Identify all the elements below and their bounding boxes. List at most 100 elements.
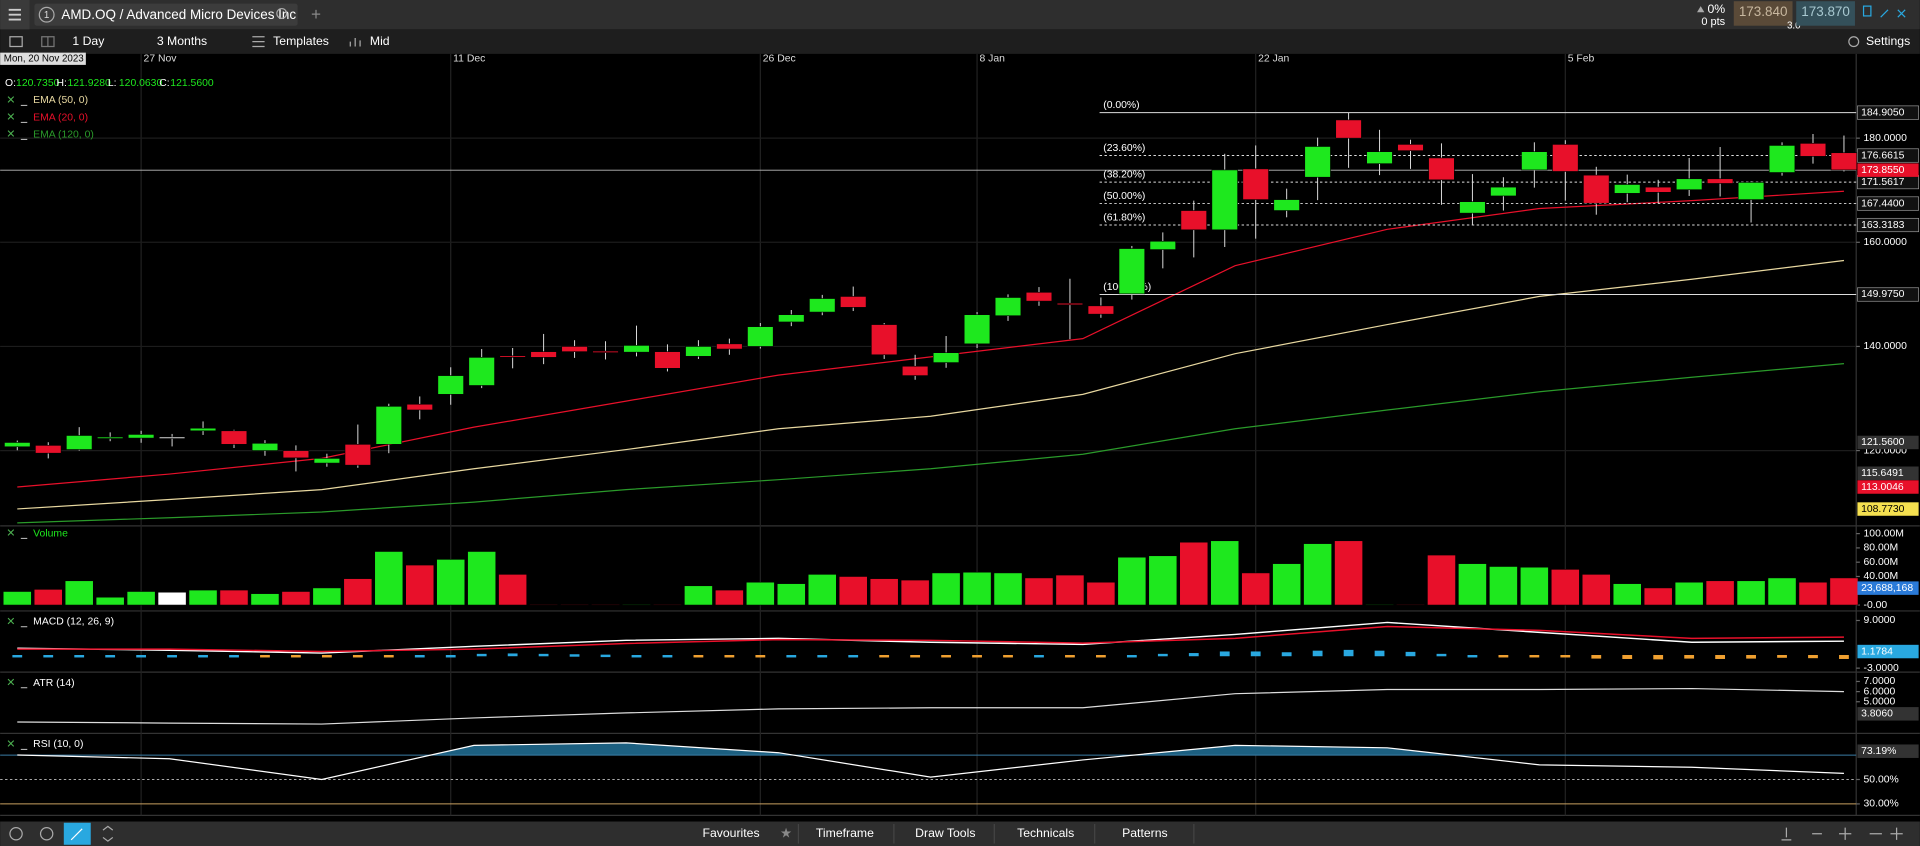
ohlc-label: L:: [108, 78, 117, 89]
add-tab[interactable]: +: [311, 4, 321, 24]
legend-hide: _: [20, 94, 28, 106]
volume-bar: [993, 572, 1023, 606]
volume-bar: [219, 589, 249, 606]
candle-body: [654, 351, 681, 369]
fib-value-label: 171.5617: [1861, 177, 1905, 188]
macd-histogram: [1560, 655, 1571, 658]
volume-bar: [1612, 583, 1642, 606]
macd-histogram: [321, 655, 332, 658]
candle-body: [1056, 302, 1084, 306]
price-marker: [1857, 163, 1919, 177]
price-marker-label: 121.5600: [1861, 437, 1905, 448]
macd-histogram: [1065, 655, 1075, 658]
ask-price: 173.870: [1801, 4, 1850, 19]
layout-icon[interactable]: [9, 36, 23, 48]
footer-item[interactable]: Draw Tools: [915, 826, 975, 840]
window-controls[interactable]: [1862, 5, 1906, 18]
volume-bar: [714, 589, 744, 606]
volume-bar: [838, 576, 868, 606]
macd-histogram: [1839, 655, 1849, 659]
footer-item[interactable]: Timeframe: [816, 826, 874, 840]
macd-histogram: [910, 655, 921, 658]
macd-histogram: [476, 653, 487, 657]
menu-icon[interactable]: [0, 0, 30, 30]
templates[interactable]: Templates: [273, 34, 329, 48]
ohlc-value: 120.7350: [16, 78, 60, 89]
index-number: 1: [44, 10, 49, 21]
volume-bar: [529, 604, 558, 606]
candle-body: [1799, 143, 1827, 157]
x-tick-label: 8 Jan: [980, 54, 1006, 65]
y-tick-label: 40.00M: [1864, 571, 1899, 582]
settings-icon: [1848, 36, 1860, 48]
footer-item[interactable]: Patterns: [1122, 826, 1168, 840]
footer-left-icons[interactable]: [9, 822, 114, 845]
range[interactable]: 3 Months: [157, 34, 207, 48]
candle-body: [778, 314, 805, 323]
interval[interactable]: 1 Day: [72, 34, 105, 48]
ohlc-value: 121.9280: [67, 78, 111, 89]
macd-histogram: [1808, 655, 1818, 659]
candle-body: [623, 345, 650, 353]
ema-line: [17, 363, 1845, 524]
x-tick-label: 5 Feb: [1568, 54, 1595, 65]
candle-body: [66, 435, 93, 450]
candle-body: [189, 427, 217, 432]
macd-histogram: [1281, 652, 1292, 657]
split-icon[interactable]: [41, 36, 55, 48]
legend-close: ✕: [6, 129, 15, 141]
search-icon[interactable]: [276, 7, 288, 19]
volume-bar: [869, 578, 899, 606]
buy-button[interactable]: [1796, 1, 1855, 26]
sell-button[interactable]: [1733, 1, 1793, 26]
change-icon: [1697, 6, 1705, 13]
settings[interactable]: Settings: [1866, 34, 1910, 48]
y-tick-label: -3.0000: [1864, 663, 1899, 674]
price-marker-label: 23,688,168: [1861, 583, 1913, 594]
macd-histogram: [1591, 655, 1602, 659]
macd-histogram: [848, 655, 859, 658]
volume-bar: [1767, 577, 1797, 606]
candle-body: [344, 444, 372, 466]
candle-body: [1397, 144, 1424, 151]
volume-bar: [962, 571, 992, 606]
volume-bar: [900, 579, 930, 606]
macd-histogram: [600, 654, 611, 658]
fib-label: (0.00%): [1103, 100, 1139, 111]
macd-histogram: [755, 655, 766, 658]
candle-body: [530, 351, 557, 358]
footer-item[interactable]: Favourites: [702, 826, 759, 840]
macd-histogram: [1746, 655, 1756, 659]
price-marker-label: 3.8060: [1861, 709, 1893, 720]
macd-histogram: [1034, 655, 1044, 658]
candle-body: [871, 324, 898, 356]
y-tick-label: 60.00M: [1864, 557, 1899, 568]
candle-body: [1583, 174, 1610, 204]
legend-label: Volume: [33, 529, 68, 540]
price-type[interactable]: Mid: [370, 34, 390, 48]
legend-close: ✕: [6, 677, 15, 689]
macd-histogram: [941, 655, 951, 658]
candle-body: [1180, 210, 1207, 231]
ohlc-value: 120.0630: [119, 78, 163, 89]
macd-histogram: [1374, 650, 1385, 657]
footer-item[interactable]: Technicals: [1017, 826, 1074, 840]
macd-histogram: [972, 655, 982, 658]
volume-bar: [2, 591, 32, 606]
candle-body: [1025, 291, 1053, 302]
price-marker: [1857, 744, 1919, 758]
macd-histogram: [105, 655, 116, 658]
instrument-box[interactable]: [34, 3, 298, 26]
macd-histogram: [817, 655, 828, 658]
volume-bar: [250, 593, 280, 606]
templates-icon: [252, 36, 265, 48]
legend-label: ATR (14): [33, 678, 74, 689]
macd-histogram: [1003, 655, 1013, 658]
volume-bar: [1581, 574, 1611, 606]
volume-bar: [931, 572, 961, 606]
candle-body: [1552, 144, 1579, 172]
candle-body: [1768, 145, 1796, 173]
footer-right-icons[interactable]: [1781, 827, 1903, 841]
bid-price: 173.840: [1739, 4, 1788, 19]
y-tick-label: 9.0000: [1864, 615, 1896, 626]
